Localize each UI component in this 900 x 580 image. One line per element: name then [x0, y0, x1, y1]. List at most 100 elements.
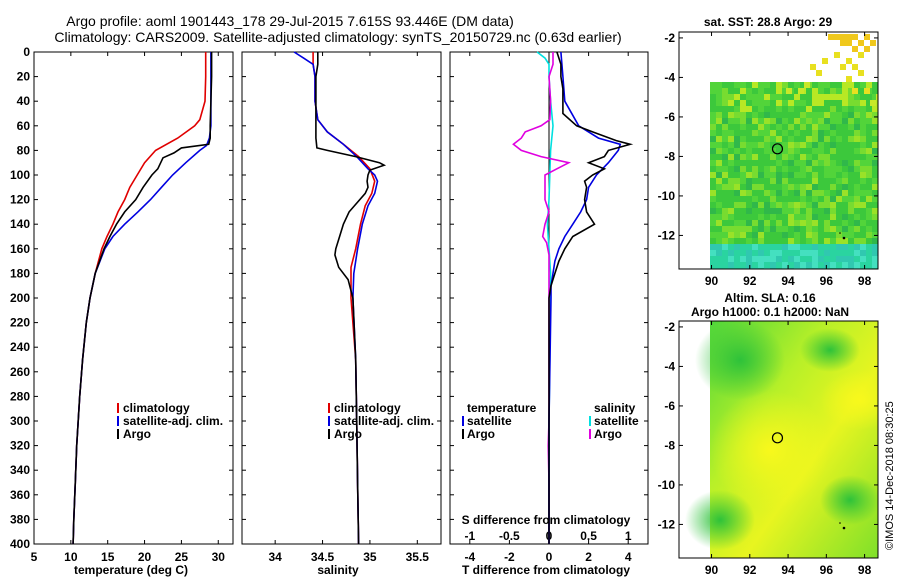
sst-cell	[836, 214, 842, 220]
sst-cell	[806, 148, 812, 154]
sst-cell	[758, 130, 764, 136]
sst-cell	[842, 190, 848, 196]
depth-tick-label: 180	[10, 266, 30, 280]
sst-cell	[812, 184, 818, 190]
sst-cell	[710, 94, 716, 100]
sst-cell	[836, 94, 842, 100]
sst-cell	[866, 154, 872, 160]
sst-cell	[848, 208, 854, 214]
sst-cell	[830, 178, 836, 184]
sst-cell	[734, 148, 740, 154]
sst-cell	[866, 262, 872, 268]
sst-cell	[728, 148, 734, 154]
sst-cell	[866, 112, 872, 118]
sst-cell	[872, 250, 878, 256]
sst-cell	[746, 202, 752, 208]
sst-cell	[848, 172, 854, 178]
sst-cell	[836, 250, 842, 256]
sst-cell	[848, 142, 854, 148]
sst-cell	[824, 142, 830, 148]
sst-cell	[752, 82, 758, 88]
sst-cell	[800, 256, 806, 262]
sst-cell	[752, 130, 758, 136]
sst-cell	[866, 226, 872, 232]
sst-cell	[848, 124, 854, 130]
sst-cell	[746, 220, 752, 226]
sst-cell	[776, 148, 782, 154]
sst-cell	[788, 220, 794, 226]
sst-cell	[848, 262, 854, 268]
sst-cell	[716, 202, 722, 208]
sst-cell	[752, 178, 758, 184]
sst-cell	[722, 88, 728, 94]
sst-cell	[740, 82, 746, 88]
sst-cell	[740, 238, 746, 244]
sst-cell	[758, 184, 764, 190]
sst-cell	[842, 160, 848, 166]
sst-cell	[746, 184, 752, 190]
salinity-panel: 34 34.5 35 35.5	[241, 51, 442, 564]
sst-cell	[812, 82, 818, 88]
sst-cell	[848, 130, 854, 136]
sst-cell	[746, 262, 752, 268]
sst-cell	[842, 166, 848, 172]
sst-cell	[716, 226, 722, 232]
depth-tick-label: 400	[10, 537, 30, 551]
sst-cell	[834, 34, 840, 40]
sst-cell	[806, 208, 812, 214]
map-y-tick-label: -10	[658, 478, 676, 492]
sst-cell	[800, 208, 806, 214]
sst-cell	[746, 112, 752, 118]
sst-cell	[788, 250, 794, 256]
sst-cell	[722, 154, 728, 160]
sst-cell	[806, 106, 812, 112]
sst-cell	[758, 148, 764, 154]
sst-cell	[740, 190, 746, 196]
sst-cell	[752, 250, 758, 256]
sst-cell	[842, 100, 848, 106]
sst-cell	[836, 160, 842, 166]
sst-cell	[842, 238, 848, 244]
sst-cell	[860, 244, 866, 250]
sst-cell	[740, 250, 746, 256]
sst-cell	[794, 82, 800, 88]
sst-cell	[860, 160, 866, 166]
sst-cell	[788, 148, 794, 154]
sst-cell	[710, 208, 716, 214]
map-y-tick-label: -4	[664, 359, 675, 373]
sst-cell	[770, 106, 776, 112]
sst-cell	[740, 154, 746, 160]
sst-cell	[872, 136, 878, 142]
sst-cell	[752, 214, 758, 220]
sst-cell	[722, 178, 728, 184]
sst-cell	[782, 202, 788, 208]
sst-cell	[716, 154, 722, 160]
sst-cell	[740, 184, 746, 190]
sst-cell	[788, 106, 794, 112]
sst-cell	[776, 232, 782, 238]
sst-cell	[830, 130, 836, 136]
sst-cell	[734, 208, 740, 214]
sst-cell	[872, 256, 878, 262]
sst-cell	[794, 256, 800, 262]
s-tick-label: 0.5	[580, 529, 597, 543]
sst-cell	[722, 250, 728, 256]
sst-cell	[812, 256, 818, 262]
sst-cell	[746, 124, 752, 130]
sst-cell	[800, 100, 806, 106]
sst-cell	[794, 88, 800, 94]
sst-cell	[818, 172, 824, 178]
figure-title-line2: Climatology: CARS2009. Satellite-adjuste…	[54, 29, 621, 45]
sst-cell	[830, 244, 836, 250]
sst-cell	[710, 250, 716, 256]
depth-tick-label: 120	[10, 193, 30, 207]
sst-cell	[722, 100, 728, 106]
sst-cell	[848, 82, 854, 88]
sst-cell	[800, 172, 806, 178]
sst-cell	[854, 256, 860, 262]
sst-cell	[824, 178, 830, 184]
sst-cell	[782, 88, 788, 94]
sst-cell	[770, 232, 776, 238]
sst-cell	[758, 262, 764, 268]
sst-cell	[752, 148, 758, 154]
